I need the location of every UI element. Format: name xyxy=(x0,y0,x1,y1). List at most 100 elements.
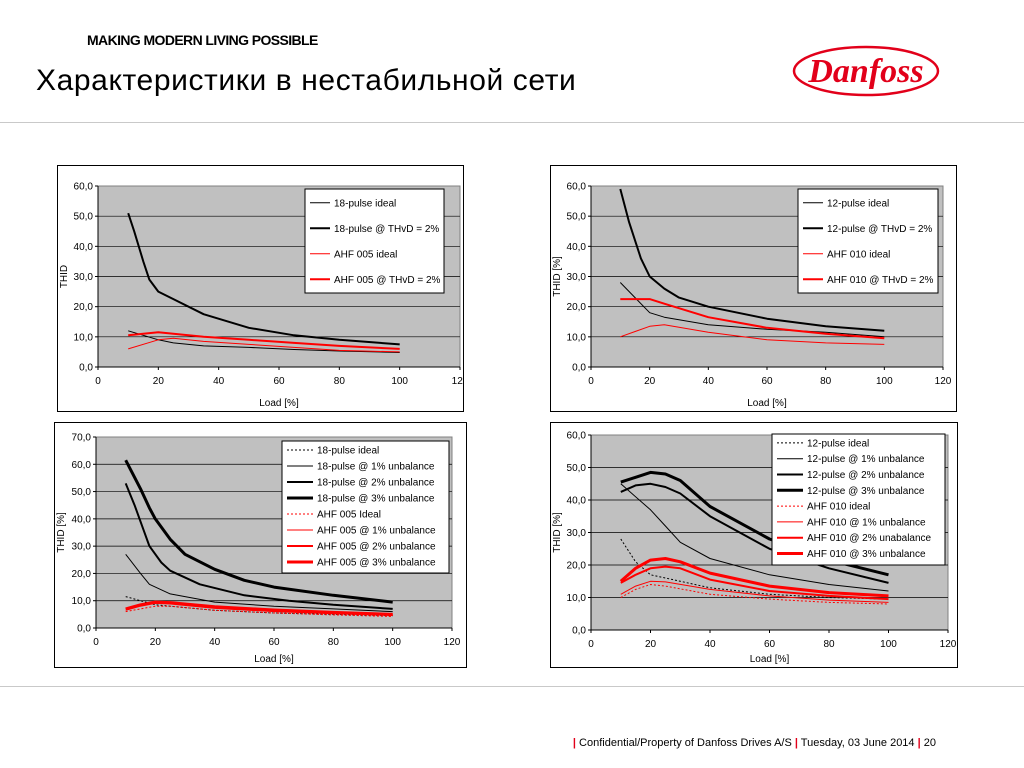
series-line xyxy=(125,605,393,617)
y-tick-label: 20,0 xyxy=(74,302,94,313)
legend xyxy=(304,188,445,294)
series-line xyxy=(620,298,885,340)
y-axis-title: THID xyxy=(59,265,70,288)
y-tick-label: 30,0 xyxy=(567,272,587,283)
y-tick-label: 0,0 xyxy=(572,626,586,637)
x-tick-label: 100 xyxy=(384,637,401,648)
header-rule xyxy=(0,122,1024,123)
x-axis-title: Load [%] xyxy=(747,398,787,409)
x-tick-label: 120 xyxy=(444,637,461,648)
x-tick-label: 20 xyxy=(645,639,657,650)
legend-label: 18-pulse ideal xyxy=(334,198,396,209)
x-tick-label: 100 xyxy=(876,376,893,387)
legend-label: AHF 010 ideal xyxy=(807,502,870,513)
y-tick-label: 20,0 xyxy=(567,302,587,313)
y-tick-label: 50,0 xyxy=(72,487,92,498)
series-line xyxy=(128,331,400,350)
legend-label: AHF 010 @ 3% unbalance xyxy=(807,549,926,560)
legend-label: 18-pulse @ 2% unbalance xyxy=(317,478,435,489)
series-line xyxy=(620,538,889,600)
legend-label: AHF 005 @ 1% unbalance xyxy=(317,526,436,537)
series-line xyxy=(620,324,885,345)
footer-rule xyxy=(0,686,1024,687)
series-line xyxy=(124,483,393,610)
series-line xyxy=(124,459,393,604)
chart-12-pulse-unbalance: 0,0 10,0 20,0 30,0 40,0 50,0 60,0 0 20 40 60 80 100 1… xyxy=(550,422,958,668)
chart-12-pulse-thvd: 0,0 10,0 20,0 30,0 40,0 50,0 60,0 0 20 40 60 80 100 1… xyxy=(550,165,957,412)
series-line xyxy=(620,483,889,592)
y-tick-label: 60,0 xyxy=(72,460,92,471)
series-line xyxy=(619,282,885,338)
x-tick-label: 40 xyxy=(704,639,716,650)
y-tick-label: 40,0 xyxy=(72,514,92,525)
legend-label: AHF 005 @ 3% unbalance xyxy=(317,558,436,569)
x-tick-label: 120 xyxy=(940,639,957,650)
y-tick-label: 70,0 xyxy=(72,433,92,444)
x-tick-label: 80 xyxy=(334,376,346,387)
footer-separator: | xyxy=(794,737,798,749)
legend-label: AHF 010 @ THvD = 2% xyxy=(827,275,934,286)
y-tick-label: 10,0 xyxy=(74,332,94,343)
series-line xyxy=(620,580,889,603)
x-tick-label: 120 xyxy=(935,376,952,387)
series-line xyxy=(125,553,393,613)
footer-date: Tuesday, 03 June 2014 xyxy=(800,737,915,749)
y-tick-label: 30,0 xyxy=(74,272,94,283)
tagline: MAKING MODERN LIVING POSSIBLE xyxy=(87,32,318,48)
y-tick-label: 50,0 xyxy=(567,212,587,223)
series-line xyxy=(127,212,400,346)
x-tick-label: 80 xyxy=(328,637,340,648)
y-axis-title: THID [%] xyxy=(552,512,563,553)
x-tick-label: 60 xyxy=(761,376,773,387)
legend-label: 12-pulse @ 3% unbalance xyxy=(807,486,925,497)
y-axis-title: THID [%] xyxy=(552,256,563,297)
x-tick-label: 20 xyxy=(153,376,165,387)
y-tick-label: 60,0 xyxy=(567,182,587,193)
chart-18-pulse-thvd: 0,0 10,0 20,0 30,0 40,0 50,0 60,0 0 20 40 60 80 100 1… xyxy=(57,165,464,412)
y-tick-label: 0,0 xyxy=(77,624,91,635)
x-tick-label: 80 xyxy=(820,376,832,387)
legend xyxy=(797,188,939,294)
x-tick-label: 120 xyxy=(452,376,464,387)
x-axis-title: Load [%] xyxy=(750,654,790,665)
x-axis-title: Load [%] xyxy=(259,398,299,409)
legend xyxy=(771,433,946,566)
y-tick-label: 30,0 xyxy=(567,528,587,539)
legend-label: 18-pulse @ THvD = 2% xyxy=(334,224,439,235)
series-line xyxy=(619,557,889,598)
danfoss-logo: Danfoss xyxy=(792,45,940,97)
x-tick-label: 0 xyxy=(588,376,594,387)
logo-wordmark: Danfoss xyxy=(807,53,923,90)
y-tick-label: 60,0 xyxy=(567,431,587,442)
x-tick-label: 40 xyxy=(703,376,715,387)
y-tick-label: 0,0 xyxy=(572,363,586,374)
legend-label: AHF 010 @ 2% unabalance xyxy=(807,533,932,544)
legend-label: AHF 005 ideal xyxy=(334,249,397,260)
legend-label: 18-pulse @ 3% unbalance xyxy=(317,494,435,505)
footer: | Confidential/Property of Danfoss Drive… xyxy=(573,737,936,749)
x-tick-label: 20 xyxy=(644,376,656,387)
x-tick-label: 100 xyxy=(880,639,897,650)
legend-label: 12-pulse ideal xyxy=(827,198,889,209)
footer-confidential: Confidential/Property of Danfoss Drives … xyxy=(579,737,792,749)
legend-label: 12-pulse @ 1% unbalance xyxy=(807,454,925,465)
legend xyxy=(281,440,450,574)
x-tick-label: 60 xyxy=(268,637,280,648)
legend-label: AHF 005 Ideal xyxy=(317,510,381,521)
chart-18-pulse-unbalance: 0,0 10,0 20,0 30,0 40,0 50,0 60,0 70,0 0 20 40 60 80… xyxy=(54,422,467,668)
y-tick-label: 50,0 xyxy=(74,212,94,223)
x-tick-label: 60 xyxy=(764,639,776,650)
x-tick-label: 40 xyxy=(213,376,225,387)
legend-label: 18-pulse @ 1% unbalance xyxy=(317,462,435,473)
y-tick-label: 10,0 xyxy=(567,332,587,343)
legend-label: 18-pulse ideal xyxy=(317,446,379,457)
x-tick-label: 0 xyxy=(95,376,101,387)
x-tick-label: 40 xyxy=(209,637,221,648)
legend-label: AHF 010 ideal xyxy=(827,249,890,260)
y-tick-label: 40,0 xyxy=(74,242,94,253)
y-tick-label: 40,0 xyxy=(567,242,587,253)
y-tick-label: 30,0 xyxy=(72,542,92,553)
x-tick-label: 0 xyxy=(588,639,594,650)
y-axis-title: THID [%] xyxy=(56,512,67,553)
y-tick-label: 10,0 xyxy=(72,596,92,607)
